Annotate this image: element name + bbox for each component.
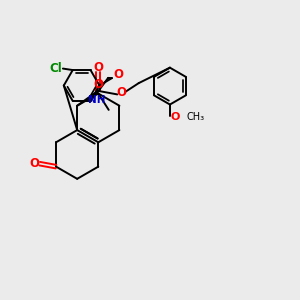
Text: O: O [116, 86, 126, 99]
Text: NH: NH [88, 95, 106, 105]
Text: O: O [113, 68, 123, 81]
Text: O: O [93, 61, 103, 74]
Text: O: O [171, 112, 180, 122]
Text: Cl: Cl [50, 62, 62, 75]
Text: O: O [93, 78, 103, 92]
Text: CH₃: CH₃ [186, 112, 204, 122]
Text: O: O [29, 157, 39, 170]
